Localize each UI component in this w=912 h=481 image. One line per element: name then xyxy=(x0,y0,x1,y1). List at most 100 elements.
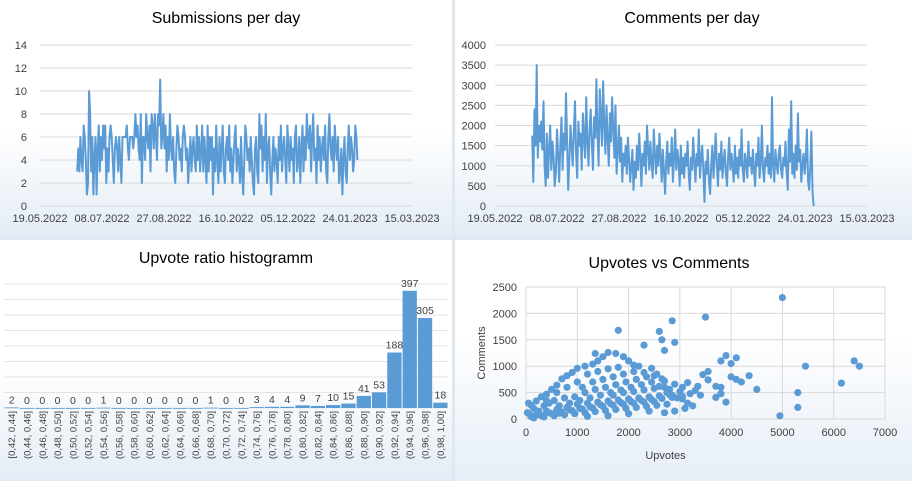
scatter-point xyxy=(801,362,810,370)
x-tick-label: 3000 xyxy=(668,427,692,439)
bar-value-label: 15 xyxy=(343,391,355,403)
bar-value-label: 41 xyxy=(358,383,370,395)
scatter-point xyxy=(576,404,584,412)
y-tick-label: 1000 xyxy=(462,161,486,173)
scatter-point xyxy=(614,363,622,371)
histogram-bar xyxy=(35,408,50,409)
category-label: (0,64, 0,66] xyxy=(176,411,187,459)
histogram-bar xyxy=(188,408,203,409)
x-tick-label: 27.08.2022 xyxy=(591,213,646,225)
category-label: (0,54, 0,56] xyxy=(99,411,110,459)
scatter-point xyxy=(571,410,579,418)
histogram-bar xyxy=(218,408,234,409)
histogram-bar xyxy=(326,405,341,408)
scatter-point xyxy=(594,367,602,376)
scatter-point xyxy=(589,378,597,386)
x-tick-label: 08.07.2022 xyxy=(74,213,129,225)
scatter-point xyxy=(717,390,725,398)
submissions-chart: Submissions per day 0 2 4 6 8 10 12 14 19.05.202… xyxy=(12,10,439,225)
bar-value-label: 53 xyxy=(373,379,385,391)
histogram-bar xyxy=(172,408,188,409)
bar-value-label: 3 xyxy=(254,394,260,406)
scatter-point xyxy=(671,338,679,346)
scatter-point xyxy=(632,375,640,383)
scatter-point xyxy=(627,398,635,406)
scatter-point xyxy=(566,406,574,414)
category-label: (0,58, 0,60] xyxy=(130,411,141,459)
series-line xyxy=(76,78,359,196)
category-label: (0,88, 0,90] xyxy=(359,411,370,459)
histogram-bar xyxy=(50,408,65,409)
scatter-point xyxy=(599,375,607,383)
scatter-point xyxy=(622,378,630,386)
scatter-point xyxy=(619,389,627,397)
scatter-point xyxy=(658,394,666,402)
scatter-point xyxy=(663,400,671,408)
histogram-bar xyxy=(111,408,126,409)
y-tick-label: 3500 xyxy=(462,60,486,72)
bar-value-label: 305 xyxy=(416,305,434,317)
scatter-point xyxy=(560,394,569,402)
scatter-point xyxy=(591,349,599,358)
scatter-point xyxy=(591,385,599,393)
bar-value-label: 0 xyxy=(131,395,137,407)
scatter-point xyxy=(591,408,599,416)
scatter-point xyxy=(668,317,676,325)
histogram-bar xyxy=(126,408,142,409)
category-label: (0,90, 0,92] xyxy=(375,411,386,459)
category-label: (0,66, 0,68] xyxy=(191,411,202,459)
scatter-point xyxy=(668,393,676,401)
scatter-point xyxy=(794,403,802,411)
scatter-point xyxy=(540,413,548,421)
bar-value-label: 0 xyxy=(223,395,229,407)
scatter-point xyxy=(671,380,679,388)
scatter-point xyxy=(617,399,625,407)
y-tick-label: 1500 xyxy=(462,141,486,153)
x-tick-label: 0 xyxy=(523,427,529,439)
upvote-ratio-histogram: Upvote ratio histogramm 2 [0,42, 0,44] 0 (0… xyxy=(4,250,448,459)
scatter-point xyxy=(776,412,784,420)
y-tick-label: 2000 xyxy=(462,121,486,133)
bar-value-label: 0 xyxy=(147,395,153,407)
scatter-point xyxy=(583,370,592,378)
category-label: (0,56, 0,58] xyxy=(114,411,125,459)
scatter-point xyxy=(619,353,627,361)
category-label: (0,72, 0,74] xyxy=(237,411,248,459)
scatter-point xyxy=(578,383,586,391)
x-tick-label: 2000 xyxy=(616,427,640,439)
x-axis-title: Upvotes xyxy=(645,450,686,462)
category-label: (0,44, 0,46] xyxy=(22,411,33,459)
scatter-point xyxy=(653,370,661,378)
x-tick-label: 19.05.2022 xyxy=(12,213,67,225)
scatter-point xyxy=(537,393,545,401)
scatter-point xyxy=(837,379,845,387)
x-tick-label: 1000 xyxy=(565,427,589,439)
scatter-point xyxy=(630,387,638,396)
scatter-point xyxy=(632,403,640,411)
scatter-point xyxy=(648,378,656,386)
category-label: (0,84, 0,86] xyxy=(329,411,340,459)
scatter-point xyxy=(619,370,627,378)
scatter-point xyxy=(560,411,569,419)
x-tick-label: 5000 xyxy=(770,427,794,439)
scatter-point xyxy=(732,375,740,383)
category-label: (0,92, 0,94] xyxy=(390,411,401,459)
y-tick-label: 1000 xyxy=(493,361,517,373)
bar-value-label: 7 xyxy=(315,393,321,405)
histogram-bar xyxy=(310,405,326,408)
scatter-point xyxy=(630,361,638,369)
x-tick-label: 24.01.2023 xyxy=(777,213,832,225)
y-tick-label: 3000 xyxy=(462,80,486,92)
histogram-bar xyxy=(371,392,387,408)
scatter-point xyxy=(612,349,620,358)
scatter-point xyxy=(612,381,620,389)
histogram-bar xyxy=(295,405,310,408)
scatter-point xyxy=(660,409,669,417)
y-tick-label: 500 xyxy=(499,388,517,400)
scatter-point xyxy=(681,404,689,412)
histogram-bar xyxy=(264,406,280,408)
scatter-point xyxy=(586,403,594,411)
chart-title: Upvote ratio histogramm xyxy=(139,250,313,267)
scatter-point xyxy=(637,396,645,405)
scatter-point xyxy=(550,396,558,405)
